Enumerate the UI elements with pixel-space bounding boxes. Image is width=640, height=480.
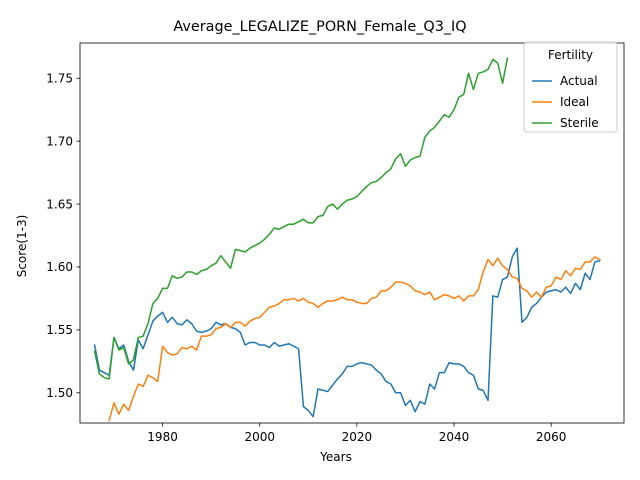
y-tick-label: 1.65	[46, 197, 73, 211]
plot-area	[93, 57, 601, 422]
x-axis-title: Years	[319, 450, 352, 464]
y-tick-label: 1.55	[46, 323, 73, 337]
series-line-sterile	[93, 57, 509, 380]
axes: 1980 2000 2020 2040 2060 1.50 1.55 1.60 1.65 1.70…	[46, 42, 625, 444]
axes-frame	[79, 42, 625, 424]
series-line-ideal	[108, 256, 601, 422]
y-tick-label: 1.75	[46, 71, 73, 85]
y-axis-title: Score(1-3)	[15, 215, 29, 278]
series-line-actual	[93, 247, 601, 418]
x-tick-label: 2060	[536, 430, 567, 444]
y-tick-label: 1.70	[46, 134, 73, 148]
legend-box	[523, 41, 618, 133]
legend: Fertility Actual Ideal Sterile	[523, 41, 618, 133]
legend-title: Fertility	[548, 48, 593, 62]
x-tick-label: 2020	[342, 430, 373, 444]
legend-label-ideal: Ideal	[560, 95, 589, 109]
x-tick-label: 2040	[439, 430, 470, 444]
chart-title: Average_LEGALIZE_PORN_Female_Q3_IQ	[173, 19, 466, 35]
y-tick-label: 1.60	[46, 260, 73, 274]
legend-label-actual: Actual	[560, 74, 598, 88]
legend-label-sterile: Sterile	[560, 116, 599, 130]
x-tick-label: 2000	[244, 430, 275, 444]
x-tick-label: 1980	[147, 430, 178, 444]
y-tick-label: 1.50	[46, 386, 73, 400]
